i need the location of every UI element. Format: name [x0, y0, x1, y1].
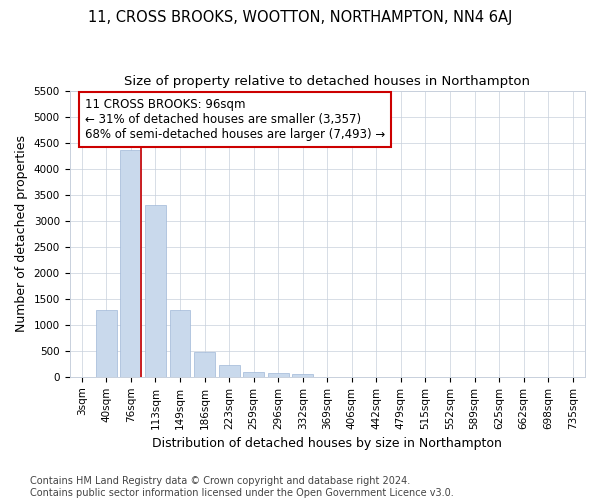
Text: 11 CROSS BROOKS: 96sqm
← 31% of detached houses are smaller (3,357)
68% of semi-: 11 CROSS BROOKS: 96sqm ← 31% of detached…	[85, 98, 385, 140]
Title: Size of property relative to detached houses in Northampton: Size of property relative to detached ho…	[124, 75, 530, 88]
X-axis label: Distribution of detached houses by size in Northampton: Distribution of detached houses by size …	[152, 437, 502, 450]
Text: 11, CROSS BROOKS, WOOTTON, NORTHAMPTON, NN4 6AJ: 11, CROSS BROOKS, WOOTTON, NORTHAMPTON, …	[88, 10, 512, 25]
Bar	[268, 373, 289, 377]
Bar	[170, 310, 190, 377]
Bar	[218, 365, 239, 377]
Bar	[194, 352, 215, 377]
Bar	[96, 310, 117, 377]
Y-axis label: Number of detached properties: Number of detached properties	[15, 135, 28, 332]
Bar	[145, 205, 166, 377]
Text: Contains HM Land Registry data © Crown copyright and database right 2024.
Contai: Contains HM Land Registry data © Crown c…	[30, 476, 454, 498]
Bar	[243, 372, 264, 377]
Bar	[292, 374, 313, 377]
Bar	[121, 150, 142, 377]
